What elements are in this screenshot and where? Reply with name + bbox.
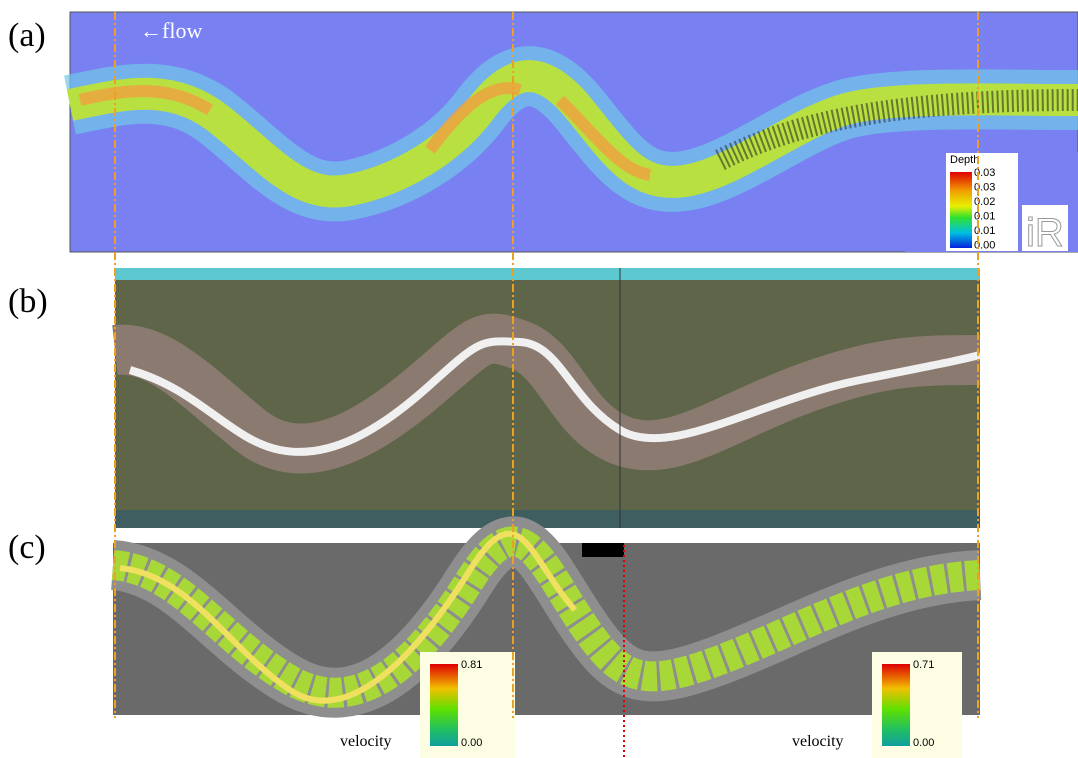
figure: ←flow Depth 0.030.030.020.010.010.00 iR … bbox=[0, 0, 1078, 758]
panel-label: (b) bbox=[8, 283, 48, 320]
legend-min: 0.00 bbox=[461, 737, 482, 749]
panel-a: ←flow Depth 0.030.030.020.010.010.00 iR bbox=[70, 12, 1078, 255]
panel-label: (c) bbox=[8, 529, 46, 566]
colorbar bbox=[882, 664, 910, 746]
photo-edge bbox=[115, 510, 980, 528]
legend-title: velocity bbox=[792, 733, 844, 750]
legend-title: velocity bbox=[340, 733, 392, 750]
mask bbox=[582, 543, 624, 557]
legend-max: 0.81 bbox=[461, 659, 482, 671]
logo-mark: iR bbox=[1026, 211, 1064, 255]
panel-b bbox=[115, 268, 980, 528]
colorbar bbox=[430, 664, 458, 746]
legend-title: Depth bbox=[950, 154, 979, 166]
legend-max: 0.71 bbox=[913, 659, 934, 671]
flow-annotation: ←flow bbox=[140, 18, 202, 43]
panel-label: (a) bbox=[8, 17, 46, 54]
legend-min: 0.00 bbox=[913, 737, 934, 749]
photo-edge bbox=[115, 268, 980, 280]
panel-c: 0.81 0.00 velocity 0.71 0.00 velocity bbox=[113, 534, 980, 758]
colorbar bbox=[950, 172, 972, 248]
